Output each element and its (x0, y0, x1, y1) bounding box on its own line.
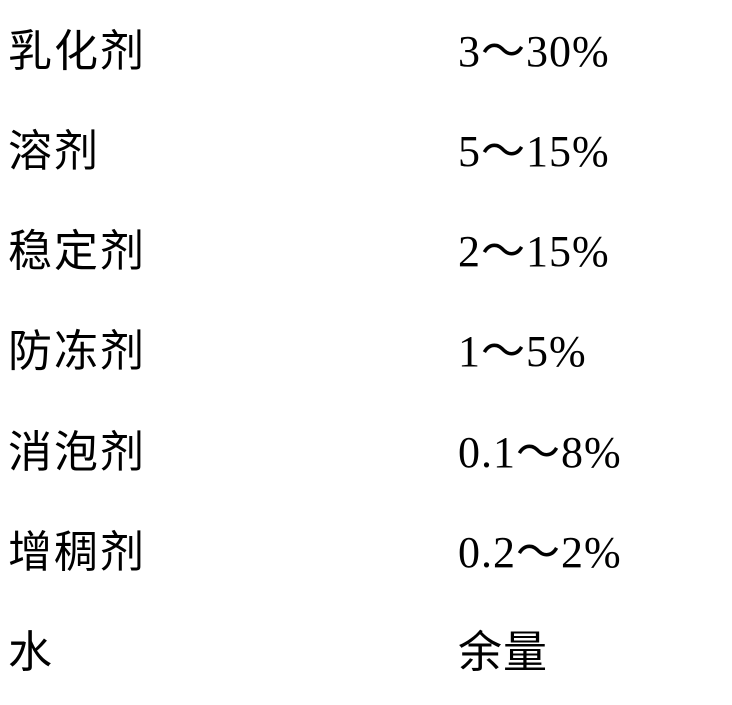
ingredient-label: 防冻剂 (0, 315, 458, 379)
ingredient-value: 1～5% (458, 315, 587, 379)
ingredient-value: 3～30% (458, 15, 610, 79)
ingredient-value: 5～15% (458, 115, 610, 179)
ingredient-value: 0.2～2% (458, 516, 622, 580)
table-row: 消泡剂 0.1～8% (0, 416, 732, 480)
ingredient-label: 溶剂 (0, 115, 458, 179)
ingredient-label: 乳化剂 (0, 15, 458, 79)
table-row: 水 余量 (0, 616, 732, 680)
table-row: 增稠剂 0.2～2% (0, 516, 732, 580)
ingredient-label: 消泡剂 (0, 416, 458, 480)
ingredient-value: 2～15% (458, 215, 610, 279)
ingredient-value: 0.1～8% (458, 416, 622, 480)
table-row: 防冻剂 1～5% (0, 315, 732, 379)
ingredients-table: 乳化剂 3～30% 溶剂 5～15% 稳定剂 2～15% 防冻剂 1～5% 消泡… (0, 0, 732, 705)
ingredient-value: 余量 (458, 616, 548, 680)
ingredient-label: 水 (0, 616, 458, 680)
table-row: 乳化剂 3～30% (0, 15, 732, 79)
table-row: 溶剂 5～15% (0, 115, 732, 179)
ingredient-label: 稳定剂 (0, 215, 458, 279)
table-row: 稳定剂 2～15% (0, 215, 732, 279)
ingredient-label: 增稠剂 (0, 516, 458, 580)
